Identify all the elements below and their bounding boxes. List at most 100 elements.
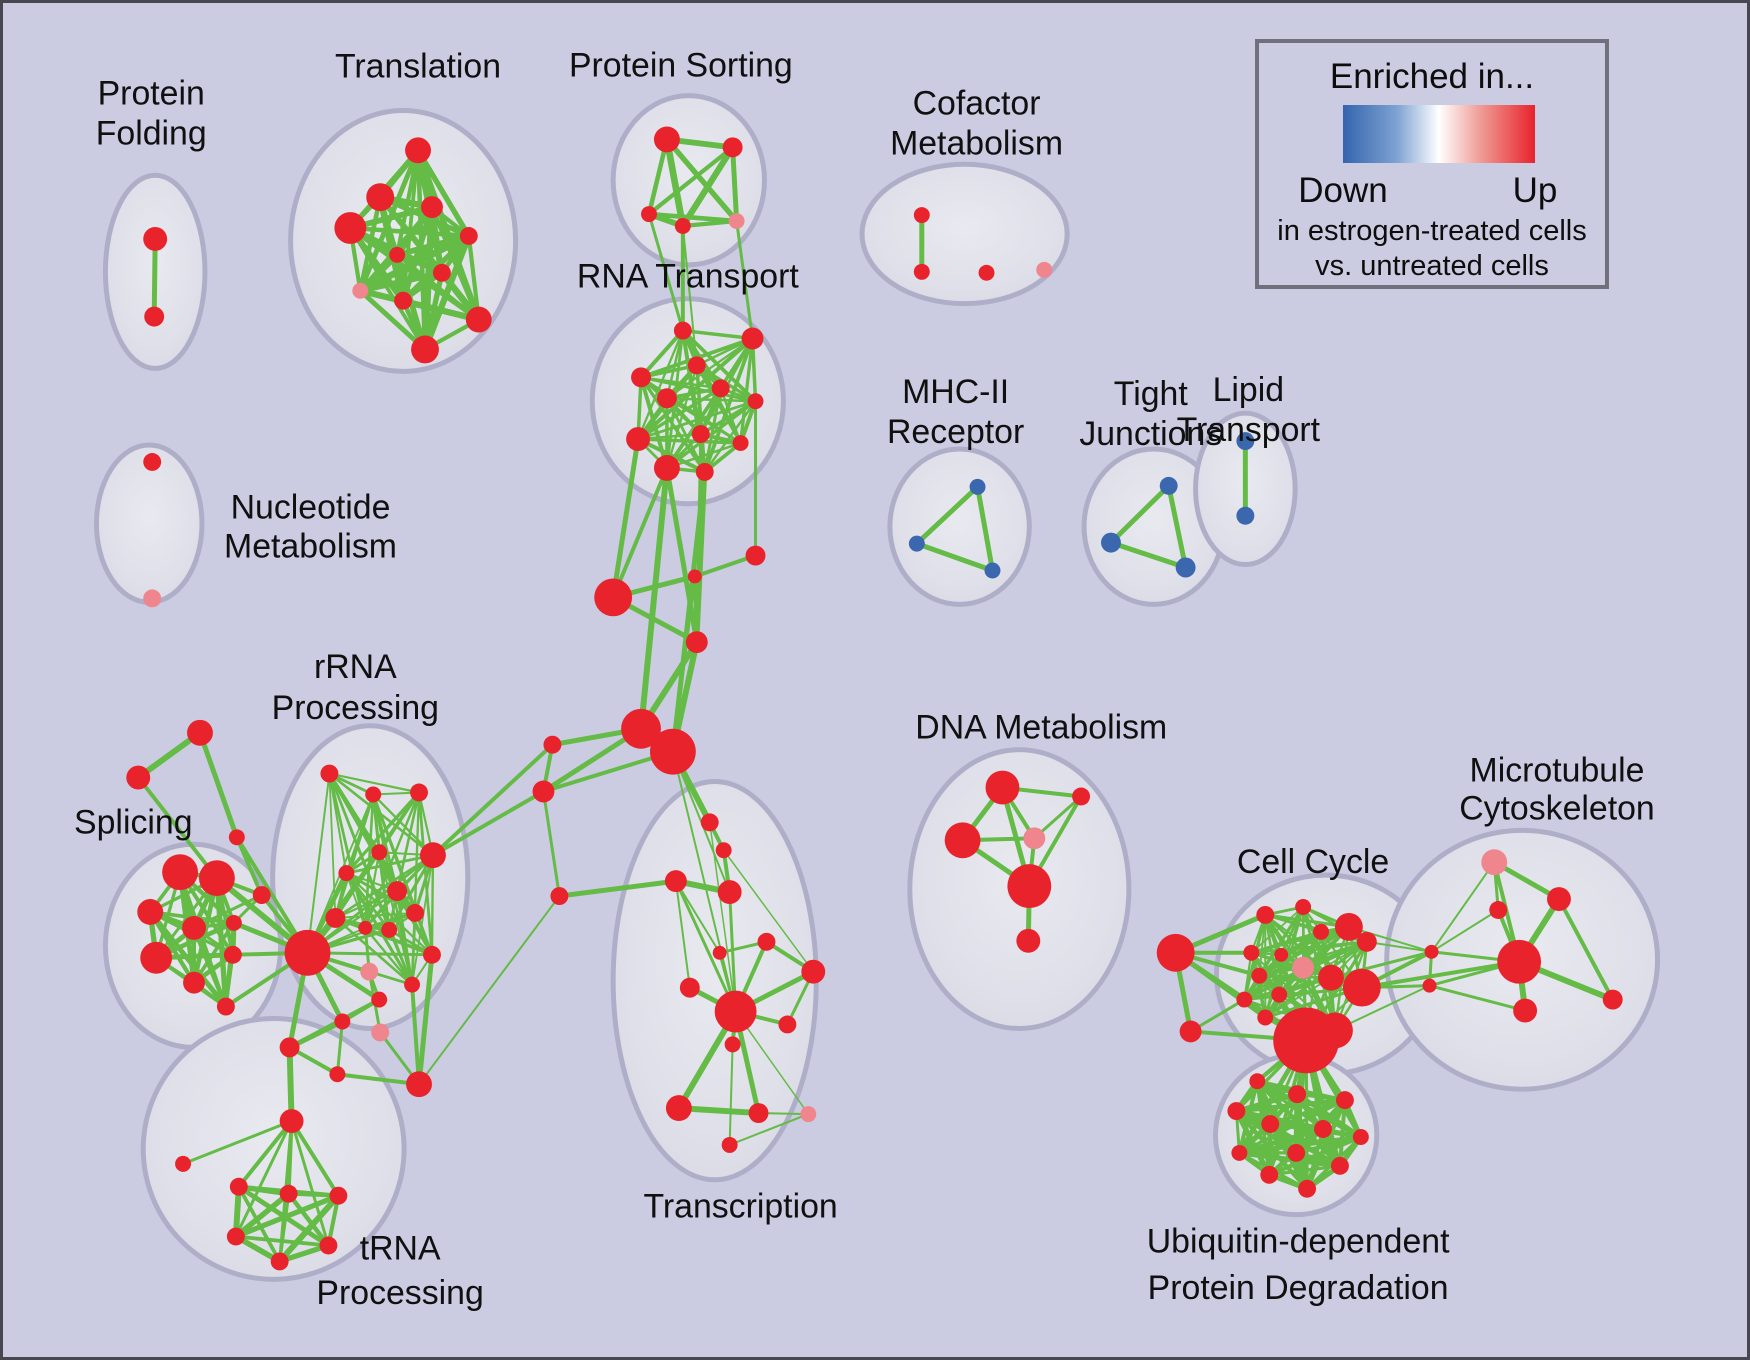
node-r5 [420,842,446,869]
edge-r11-r15 [388,928,414,986]
node-r3 [410,783,428,802]
node-mt1 [1547,887,1571,911]
edge-mt3-cc4 [1347,925,1433,953]
edge-r8-r9 [334,911,417,919]
edge-ps1-ps5 [664,136,740,224]
node-uhub [279,1109,304,1133]
edge-rt9-m3 [610,436,641,600]
node-t7 [432,263,451,282]
edge-cc4-cc6 [1249,925,1351,955]
node-r17 [371,1023,390,1042]
node-mt2 [1489,901,1508,919]
edge-t3-t11 [348,226,427,352]
node-cc3 [1313,923,1329,940]
edge-ps2-ps3 [646,145,735,217]
edge-cc5-cc7 [1280,940,1368,956]
node-trj [724,1036,741,1053]
node-cc6 [1243,944,1260,961]
edge-tt1-c1a [197,730,240,840]
node-q12 [1298,1179,1317,1198]
edge-rt1-rt2 [681,328,755,341]
node-b2 [908,535,925,552]
node-s7 [183,971,205,994]
node-d4 [1072,787,1091,806]
edge-mt1-mt5 [1556,897,1615,1002]
node-l3 [550,887,569,906]
edge-tt2-s2 [136,775,219,881]
cluster-label-trna-processing-line2: Processing [316,1274,483,1312]
edge-m1-m2 [692,553,758,579]
node-s4 [182,915,206,940]
node-cc1 [1256,905,1275,924]
node-q3 [1335,1091,1354,1110]
edge-trhub-trm [734,1010,810,1115]
edge-trg-trc [674,880,691,989]
node-t6 [389,246,406,263]
edge-rt10-rt11 [665,441,742,470]
edge-ps5-rt2 [735,219,755,341]
cluster-label-transcription-line1: Transcription [643,1188,837,1226]
node-ccpink [1292,956,1315,979]
node-m4 [685,631,708,654]
edge-rt7-rt12 [703,399,757,474]
cluster-label-rrna-processing-line2: Processing [272,689,439,727]
edge-tre-trc [674,880,721,954]
edge-l3-trc [556,878,679,899]
node-mt6 [1513,998,1538,1023]
edge-q10-q11 [1267,1164,1342,1177]
node-ccbl [1179,1020,1202,1043]
node-q1 [1249,1073,1266,1090]
edge-r3-r10 [364,791,421,930]
node-cc10 [1342,968,1381,1007]
edge-r1-r3 [328,772,421,794]
edge-b4-b6 [1166,483,1189,570]
cluster-ellipse-trna-processing [140,1016,407,1282]
cluster-label-lipid-transport-line1: Lipid [1213,371,1284,409]
node-u1 [279,1037,300,1058]
node-rt5 [711,379,730,398]
node-u8 [270,1252,289,1271]
node-mtbig [1497,939,1542,984]
cluster-ellipse-cofactor-metabolism [859,161,1070,307]
cluster-label-rrna-processing-line1: rRNA [314,648,397,686]
edge-r3-r6 [344,790,421,875]
node-ps3 [641,206,657,223]
node-l2 [532,780,555,803]
node-d6 [1007,864,1052,908]
edge-rt1-rt4 [639,328,685,380]
edge-trj-trn [728,1043,734,1146]
node-pf1 [143,227,168,251]
node-rt12 [695,462,714,481]
node-rt4 [631,367,651,388]
cluster-label-microtubule-cytoskeleton-line2: Cytoskeleton [1459,789,1655,827]
edge-r5-r13 [430,854,435,956]
node-t1 [405,137,431,164]
node-mt4 [1422,978,1437,993]
cluster-label-tight-junctions-line2: Junctions [1079,415,1222,453]
edge-r6-r8 [344,871,417,915]
node-rt7 [747,393,764,410]
edge-rt4-rt12 [639,375,707,474]
edge-m1-h2 [671,574,697,754]
node-r4 [371,844,388,861]
cluster-label-nucleotide-metabolism-line1: Nucleotide [231,489,391,527]
edge-l1-r5 [430,742,555,858]
cluster-label-tight-junctions-line1: Tight [1114,375,1189,413]
edge-rt11-m4 [664,465,700,645]
legend-subtitle-1: in estrogen-treated cells [1277,215,1587,247]
edge-u9-r16 [335,1019,344,1076]
node-cc9 [1318,964,1344,991]
node-trm [800,1106,817,1123]
node-trb [715,842,732,859]
node-cchub [1273,1007,1339,1074]
node-h1 [621,708,661,749]
legend-down-label: Down [1298,171,1388,210]
edge-mt3-cc9 [1329,950,1434,980]
node-trd [717,880,742,905]
edge-b1-b3 [975,484,995,573]
edge-rt6-rt7 [665,397,757,403]
node-ps5 [728,213,745,229]
node-cf1 [913,207,930,224]
